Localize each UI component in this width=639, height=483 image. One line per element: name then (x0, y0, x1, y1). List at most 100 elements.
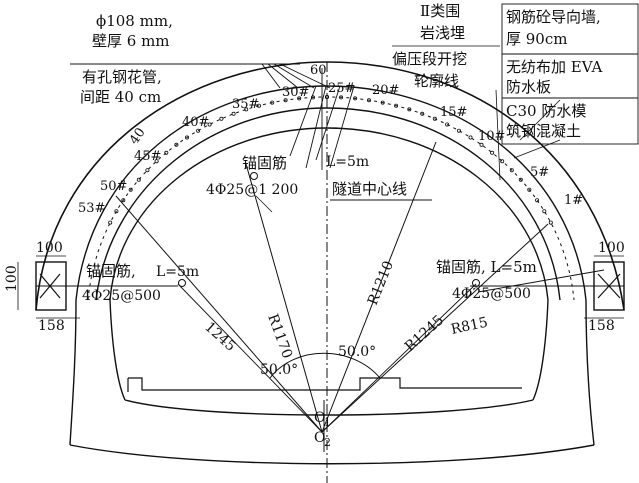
pipe-hole (432, 116, 437, 121)
section-title-line3: 偏压段开挖 (392, 50, 467, 68)
pipe-spacing: 间距 40 cm (80, 88, 161, 106)
section-title-line2: 岩浅埋 (420, 24, 465, 42)
pipe-name: 有孔钢花管, (82, 68, 162, 86)
anchor-left-spec: 4Φ25@500 (82, 288, 161, 304)
anchor-left-length: L=5m (156, 264, 199, 280)
note-membrane-1: 无纺布加 EVA (506, 58, 603, 76)
pipe-hole (145, 168, 150, 173)
pipe-hole (468, 135, 473, 140)
dim-left-height: 100 (4, 265, 20, 292)
pipe-number-20: 20# (372, 83, 399, 98)
pipe-hole (297, 96, 302, 101)
radius-1245-left: 1245 (201, 319, 238, 355)
pipe-hole (456, 128, 461, 133)
pipe-hole (548, 220, 553, 225)
pipe-hole (420, 111, 425, 116)
pipe-hole (366, 98, 371, 103)
arch-lining (35, 61, 625, 465)
section-title-line1: Ⅱ类围 (420, 2, 460, 20)
pipe-hole (500, 159, 505, 164)
pipe-wall: 壁厚 6 mm (92, 32, 170, 50)
pipe-hole (231, 111, 236, 116)
pipe-number-50: 50# (100, 179, 127, 194)
note-membrane-2: 防水板 (506, 78, 551, 96)
pipe-hole (353, 96, 358, 101)
pipe-number-35: 35# (232, 97, 259, 112)
anchor-right-label: 锚固筋, L=5m (436, 258, 537, 276)
origin-o1: O (314, 410, 325, 426)
pipe-hole (256, 103, 261, 108)
pipe-number-15: 15# (440, 105, 467, 120)
pipe-hole (136, 177, 141, 182)
pipe-hole (108, 220, 113, 225)
pipe-number-10: 10# (478, 129, 505, 144)
pipe-hole (445, 122, 450, 127)
anchor-right-marker (472, 279, 480, 287)
pipe-hole (121, 198, 126, 203)
radius-r1210: R1210 (365, 259, 397, 308)
dim-right-foot: 158 (588, 318, 615, 334)
anchor-left-marker (178, 279, 186, 287)
pipe-number-60: 60 (310, 63, 327, 78)
note-concrete-2: 筑钢混凝土 (506, 122, 581, 140)
pipe-number-53: 53# (78, 201, 105, 216)
pipe-number-5: 5# (530, 165, 549, 180)
pipe-number-45: 45# (134, 149, 161, 164)
anchor-right-spec: 4Φ25@500 (452, 286, 531, 302)
pipe-hole (184, 135, 189, 140)
pipe-hole (479, 142, 484, 147)
anchor-center-marker (250, 172, 258, 180)
note-guide-wall-1: 钢筋砼导向墙, (506, 8, 601, 26)
note-concrete-1: C30 防水模 (506, 102, 586, 120)
angle-right: 50.0° (338, 344, 376, 360)
right-notes-box (501, 3, 639, 145)
note-guide-wall-2: 厚 90cm (506, 30, 567, 48)
pipe-hole (154, 159, 159, 164)
pipe-number-40a: 40# (182, 115, 209, 130)
left-guide-block (17, 255, 178, 319)
dim-left-foot: 158 (38, 318, 65, 334)
pipe-spec: ϕ108 mm, (96, 12, 173, 30)
angle-left: 50.0° (260, 362, 298, 378)
pipe-hole (244, 107, 249, 112)
pipe-hole (270, 100, 275, 105)
pipe-hole (490, 150, 495, 155)
pipe-hole (207, 122, 212, 127)
pipe-number-1: 1# (564, 193, 583, 208)
pipe-hole (542, 209, 547, 214)
pipe-hole (394, 103, 399, 108)
origin-o1-sub: 1 (324, 416, 331, 429)
pipe-hole (283, 98, 288, 103)
pipe-hole (407, 107, 412, 112)
pipe-hole (339, 95, 344, 100)
pipe-hole (518, 177, 523, 182)
pipe-hole (196, 128, 201, 133)
pipe-hole (527, 187, 532, 192)
origin-o2-sub: 2 (324, 436, 331, 449)
anchor-center-label: 锚固筋 (242, 154, 287, 172)
right-guide-block (470, 255, 625, 319)
pipe-hole (174, 142, 179, 147)
dim-left-width: 100 (36, 240, 63, 256)
pipe-number-40b: 40 (127, 125, 149, 147)
radius-r815: R815 (450, 315, 490, 338)
pipe-number-25: 25# (328, 81, 355, 96)
radius-1245-right: R1245 (402, 312, 447, 355)
pipe-note-leaders (70, 45, 561, 213)
section-title-line4: 轮廓线 (414, 72, 459, 90)
pipe-number-30: 30# (282, 85, 309, 100)
pipe-hole (509, 168, 514, 173)
pipe-hole (114, 209, 119, 214)
anchor-left-label: 锚固筋, (86, 262, 136, 280)
anchor-center-length: L=5m (326, 154, 369, 170)
pipe-hole (380, 100, 385, 105)
tunnel-centerline-label: 隧道中心线 (332, 180, 407, 198)
origin-o2: O (314, 430, 325, 446)
pipe-hole (164, 150, 169, 155)
anchor-center-spec: 4Φ25@1 200 (206, 182, 298, 198)
radius-lines (115, 62, 605, 483)
pipe-hole (535, 198, 540, 203)
dim-right-width: 100 (598, 240, 625, 256)
pipe-hole (219, 116, 224, 121)
